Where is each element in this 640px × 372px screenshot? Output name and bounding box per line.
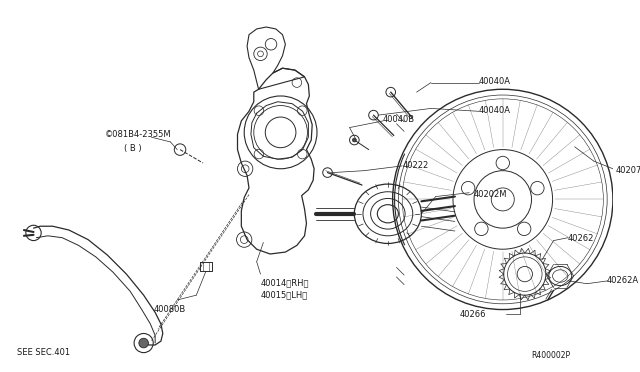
- Text: 40040A: 40040A: [479, 77, 511, 86]
- Circle shape: [353, 138, 356, 142]
- Text: 40080B: 40080B: [153, 305, 186, 314]
- Text: ©081B4-2355M: ©081B4-2355M: [106, 131, 172, 140]
- Text: SEE SEC.401: SEE SEC.401: [17, 348, 70, 357]
- Text: 40207: 40207: [616, 166, 640, 175]
- Circle shape: [139, 338, 148, 348]
- Text: 40262A: 40262A: [606, 276, 638, 285]
- Text: R400002P: R400002P: [531, 351, 571, 360]
- Text: 40040A: 40040A: [479, 106, 511, 115]
- Text: ( B ): ( B ): [125, 144, 142, 153]
- Text: 40015〈LH〉: 40015〈LH〉: [260, 291, 308, 299]
- Text: 40040B: 40040B: [383, 115, 415, 124]
- Text: 40222: 40222: [402, 161, 428, 170]
- Text: 40014〈RH〉: 40014〈RH〉: [260, 278, 309, 287]
- Text: 40262: 40262: [568, 234, 595, 243]
- Text: 40266: 40266: [460, 311, 486, 320]
- Text: 40202M: 40202M: [474, 190, 508, 199]
